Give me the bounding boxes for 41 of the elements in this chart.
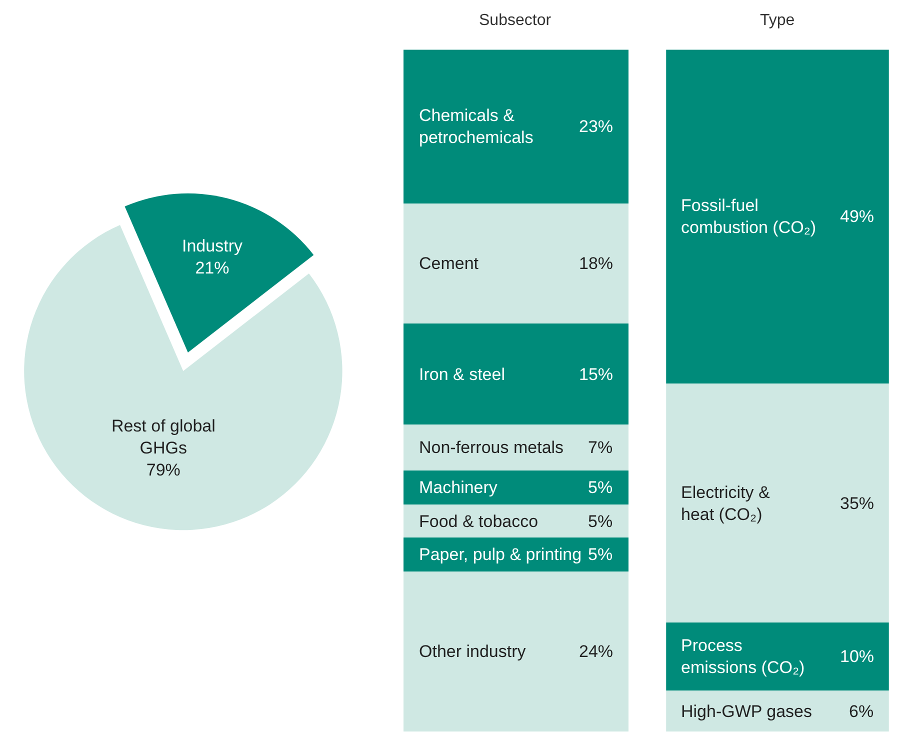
slice-label: Rest of global GHGs xyxy=(111,416,216,458)
data-label: 35% xyxy=(840,494,874,513)
data-label: 49% xyxy=(840,207,874,226)
series-label: Paper, pulp & printing xyxy=(419,545,582,564)
bar xyxy=(403,50,628,204)
bar xyxy=(666,384,889,623)
data-label: 10% xyxy=(840,647,874,666)
series-label: Chemicals & petrochemicals xyxy=(419,106,534,148)
bar xyxy=(666,50,889,384)
data-label: 23% xyxy=(579,117,614,136)
series-label: Other industry xyxy=(419,642,526,661)
chart-title: Subsector xyxy=(479,12,552,29)
series-label: Electricity & heat (CO₂) xyxy=(681,483,770,524)
data-label: 6% xyxy=(849,702,874,721)
bar xyxy=(403,504,628,538)
data-label: 24% xyxy=(579,642,614,661)
series-label: Process emissions (CO₂) xyxy=(681,636,805,678)
slice-label: Industry xyxy=(182,236,243,256)
bar xyxy=(666,622,889,691)
bar xyxy=(403,204,628,324)
data-label: 15% xyxy=(579,365,614,384)
bar xyxy=(403,424,628,471)
bar xyxy=(403,470,628,505)
data-label: 7% xyxy=(588,438,613,457)
series-label: Machinery xyxy=(419,478,498,497)
series-label: Non-ferrous metals xyxy=(419,438,564,457)
data-label: 79% xyxy=(146,460,180,480)
data-label: 5% xyxy=(588,545,613,564)
series-label: High-GWP gases xyxy=(681,702,812,721)
data-label: 5% xyxy=(588,478,613,497)
chart-title: Type xyxy=(760,12,795,29)
bar xyxy=(666,690,889,732)
series-label: Food & tobacco xyxy=(419,512,538,531)
series-label: Cement xyxy=(419,254,479,273)
series-label: Iron & steel xyxy=(419,365,505,384)
data-label: 18% xyxy=(579,254,614,273)
bar xyxy=(403,324,628,425)
data-label: 5% xyxy=(588,512,613,531)
series-label: Fossil-fuel combustion (CO₂) xyxy=(681,196,816,238)
data-label: 21% xyxy=(195,258,230,278)
bar xyxy=(403,572,628,732)
